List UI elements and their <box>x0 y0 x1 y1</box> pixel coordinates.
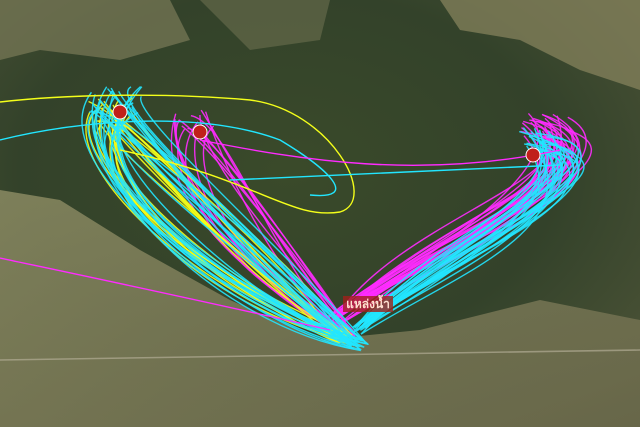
track <box>0 120 337 197</box>
track <box>114 105 354 350</box>
farmland <box>440 0 640 90</box>
farmland <box>0 0 190 60</box>
flight-tracks <box>0 85 593 352</box>
marker <box>525 147 541 163</box>
place-label: แหล่งน้ำ <box>346 294 390 311</box>
track <box>229 164 561 181</box>
track <box>359 139 580 329</box>
label-background <box>343 296 393 312</box>
farmland <box>0 190 640 427</box>
track <box>89 110 369 345</box>
farmland <box>200 0 330 50</box>
track <box>0 257 331 331</box>
track <box>99 86 353 347</box>
track <box>199 139 561 166</box>
track <box>175 121 356 337</box>
road <box>0 349 640 361</box>
track <box>87 106 365 348</box>
track <box>0 94 355 214</box>
track <box>354 147 562 329</box>
track <box>88 109 341 344</box>
track <box>81 91 366 342</box>
marker <box>192 124 208 140</box>
marker <box>112 104 128 120</box>
track <box>107 88 355 347</box>
